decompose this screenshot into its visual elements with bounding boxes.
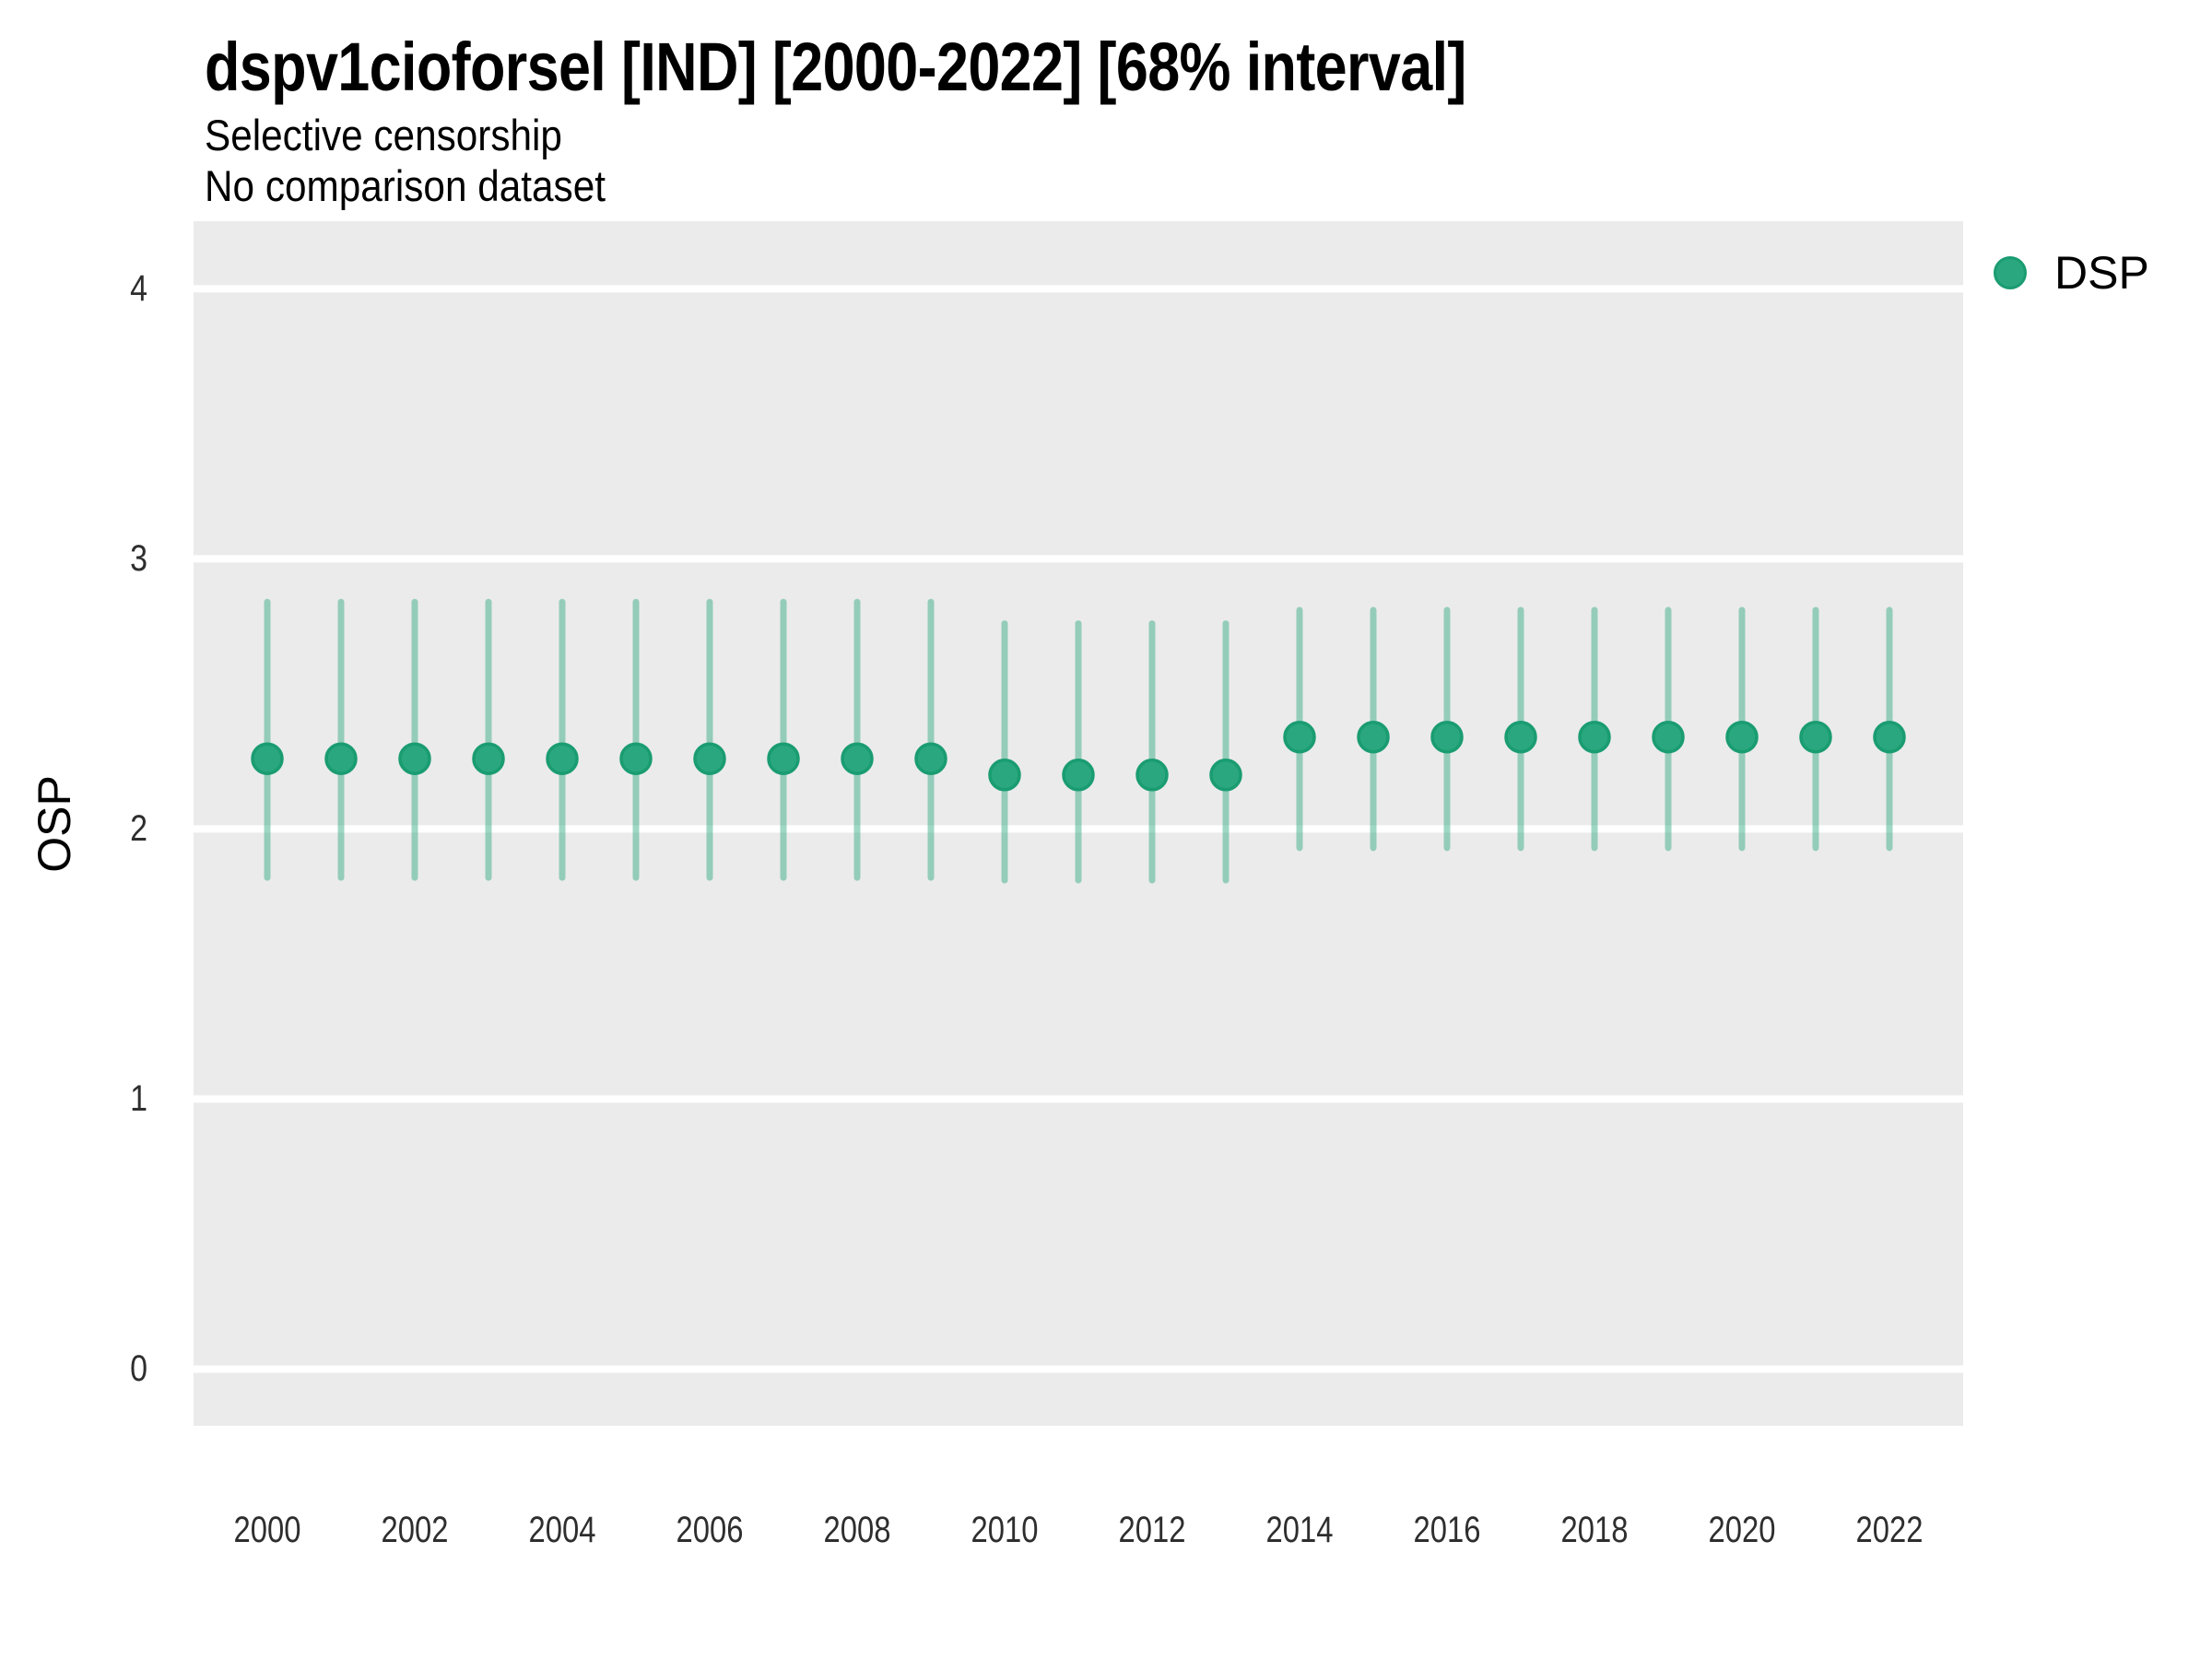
data-point-2001 bbox=[324, 742, 358, 775]
legend: DSP bbox=[1994, 250, 2149, 296]
data-point-2020 bbox=[1725, 720, 1759, 754]
data-point-2009 bbox=[914, 742, 947, 775]
chart-subtitle: Selective censorship bbox=[205, 111, 562, 159]
chart-header: dspv1cioforsel [IND] [2000-2022] [68% in… bbox=[205, 33, 1688, 212]
data-point-2007 bbox=[767, 742, 800, 775]
data-point-2004 bbox=[546, 742, 579, 775]
data-point-2002 bbox=[398, 742, 431, 775]
x-tick-label-2018: 2018 bbox=[1560, 1510, 1629, 1550]
data-point-2022 bbox=[1873, 720, 1906, 754]
x-tick-label-2020: 2020 bbox=[1708, 1510, 1776, 1550]
data-point-2005 bbox=[619, 742, 653, 775]
data-point-2012 bbox=[1135, 759, 1169, 792]
x-tick-label-2022: 2022 bbox=[1855, 1510, 1924, 1550]
x-tick-label-2014: 2014 bbox=[1265, 1510, 1334, 1550]
gridline-y-2 bbox=[194, 825, 1963, 833]
gridline-y-3 bbox=[194, 555, 1963, 563]
data-point-2013 bbox=[1209, 759, 1242, 792]
gridline-y-1 bbox=[194, 1095, 1963, 1103]
chart-subtitle-note: No comparison dataset bbox=[205, 160, 606, 210]
data-point-2000 bbox=[251, 742, 284, 775]
data-point-2011 bbox=[1062, 759, 1095, 792]
x-tick-label-2008: 2008 bbox=[823, 1510, 891, 1550]
data-point-2017 bbox=[1504, 720, 1537, 754]
x-tick-label-2002: 2002 bbox=[381, 1510, 449, 1550]
y-tick-label-3: 3 bbox=[130, 538, 147, 580]
x-tick-label-2000: 2000 bbox=[233, 1510, 301, 1550]
legend-label: DSP bbox=[2054, 247, 2149, 299]
data-point-2008 bbox=[841, 742, 874, 775]
data-point-2018 bbox=[1578, 720, 1611, 754]
plot-canvas bbox=[194, 285, 1963, 1373]
data-point-2019 bbox=[1652, 720, 1685, 754]
plot-panel bbox=[194, 221, 1963, 1426]
data-point-2006 bbox=[693, 742, 726, 775]
data-point-2021 bbox=[1799, 720, 1832, 754]
y-tick-label-0: 0 bbox=[130, 1348, 147, 1390]
data-point-2003 bbox=[472, 742, 505, 775]
data-point-2014 bbox=[1283, 720, 1316, 754]
y-tick-label-2: 2 bbox=[130, 808, 147, 850]
gridline-y-0 bbox=[194, 1365, 1963, 1373]
gridline-y-4 bbox=[194, 285, 1963, 293]
legend-point-icon bbox=[1994, 256, 2027, 289]
y-tick-label-4: 4 bbox=[130, 268, 147, 310]
x-tick-label-2016: 2016 bbox=[1413, 1510, 1481, 1550]
data-point-2010 bbox=[988, 759, 1021, 792]
x-tick-label-2006: 2006 bbox=[676, 1510, 744, 1550]
x-tick-label-2004: 2004 bbox=[528, 1510, 596, 1550]
data-point-2015 bbox=[1357, 720, 1390, 754]
x-tick-label-2010: 2010 bbox=[971, 1510, 1039, 1550]
chart-title: dspv1cioforsel [IND] [2000-2022] [68% in… bbox=[205, 29, 1466, 105]
y-tick-label-1: 1 bbox=[130, 1078, 147, 1120]
data-point-2016 bbox=[1430, 720, 1464, 754]
x-tick-label-2012: 2012 bbox=[1118, 1510, 1186, 1550]
